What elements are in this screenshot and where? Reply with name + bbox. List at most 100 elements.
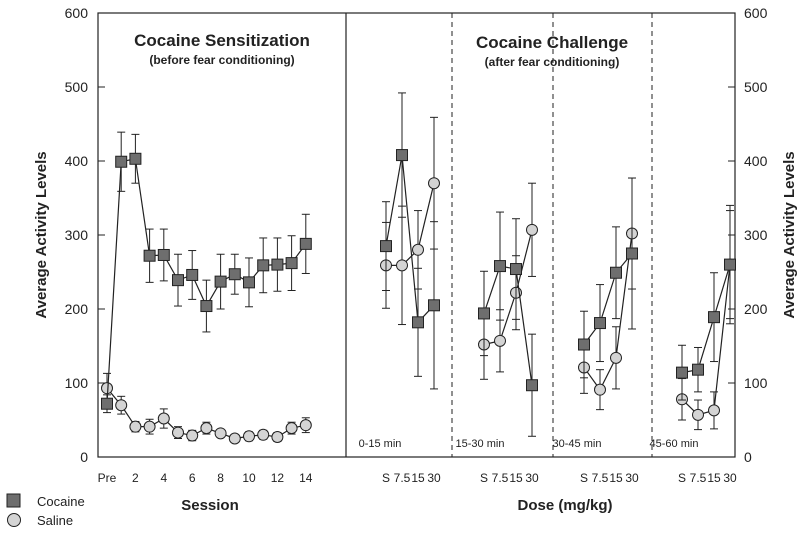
period-label: 0-15 min — [359, 438, 402, 450]
saline-period-2-series — [478, 182, 538, 380]
cocaine-period-2-point — [478, 307, 490, 320]
cocaine-period-3-series — [578, 177, 638, 379]
saline-sensitization-series — [101, 372, 312, 445]
dose-tick-label: 15 — [411, 471, 425, 485]
saline-sensitization-point — [271, 431, 284, 444]
saline-period-4-point — [692, 408, 704, 421]
saline-sensitization-point — [228, 432, 241, 445]
cocaine-sensitization-point — [299, 237, 312, 250]
cocaine-period-4-point — [724, 258, 736, 271]
cocaine-sensitization-point — [143, 249, 156, 262]
saline-period-3-point — [610, 351, 622, 364]
dose-tick-label: S — [678, 471, 686, 485]
cocaine-sensitization-point — [101, 397, 113, 410]
saline-period-2-point — [494, 334, 506, 347]
challenge-subtitle: (after fear conditioning) — [485, 55, 620, 69]
cocaine-period-1-point — [380, 240, 392, 253]
y-axis-title-left: Average Activity Levels — [33, 151, 50, 318]
left-y-axis: 0 100 200 300 400 500 600 — [65, 5, 105, 465]
cocaine-period-4-point — [692, 363, 704, 376]
saline-period-4-series — [676, 210, 736, 431]
session-tick-label: 14 — [299, 471, 313, 485]
cocaine-period-3-point — [626, 247, 638, 260]
saline-period-2-point — [526, 223, 538, 236]
cocaine-period-2-line — [483, 265, 533, 386]
saline-period-3-line — [583, 233, 633, 391]
saline-sensitization-point — [257, 428, 270, 441]
saline-period-1-point — [412, 243, 424, 256]
cocaine-sensitization-point — [200, 300, 213, 313]
saline-period-1-series — [380, 116, 440, 326]
left-y-tick-label: 400 — [65, 153, 89, 169]
dose-tick-label: S — [480, 471, 488, 485]
series-layer: 0-15 min 15-30 min 30-45 min 45-60 min — [101, 92, 736, 450]
legend: Cocaine Saline — [6, 493, 85, 528]
cocaine-period-3-point — [594, 317, 606, 330]
saline-period-4-point — [708, 404, 720, 417]
dose-tick-label: 15 — [509, 471, 523, 485]
saline-sensitization-point — [243, 430, 255, 443]
cocaine-period-4-point — [676, 366, 688, 379]
plot-frame — [97, 12, 736, 458]
saline-sensitization-point — [143, 420, 156, 433]
cocaine-period-3-point — [578, 338, 590, 351]
sensitization-subtitle: (before fear conditioning) — [149, 53, 294, 67]
left-y-tick-label: 100 — [65, 375, 89, 391]
cocaine-period-1-series — [380, 92, 440, 390]
legend-cocaine-label: Cocaine — [37, 494, 85, 509]
left-y-tick-label: 500 — [65, 79, 89, 95]
x-axis: Pre 2 4 6 8 10 12 14 S 7.5 15 30 S 7.5 15 30 S 7.5 15 30 S 7.… — [98, 471, 737, 485]
cocaine-period-2-point — [494, 260, 506, 273]
cocaine-period-1-line — [385, 154, 435, 324]
left-y-tick-label: 300 — [65, 227, 89, 243]
saline-sensitization-point — [101, 382, 113, 395]
left-y-tick-label: 200 — [65, 301, 89, 317]
dose-tick-label: 30 — [625, 471, 639, 485]
dose-tick-label: 7.5 — [690, 471, 707, 485]
saline-period-2-line — [483, 229, 533, 346]
cocaine-period-4-point — [708, 311, 720, 324]
session-tick-label: 10 — [242, 471, 256, 485]
period-label: 45-60 min — [650, 438, 699, 450]
dose-tick-label: 7.5 — [492, 471, 509, 485]
legend-saline-marker — [7, 513, 21, 527]
cocaine-period-1-point — [412, 316, 424, 329]
left-y-tick-label: 0 — [80, 449, 88, 465]
saline-sensitization-point — [157, 412, 170, 425]
session-tick-label: 8 — [217, 471, 224, 485]
cocaine-period-3-point — [610, 266, 622, 279]
cocaine-sensitization-point — [257, 259, 270, 272]
cocaine-period-2-point — [510, 263, 522, 276]
cocaine-sensitization-point — [157, 248, 170, 261]
cocaine-period-3-line — [583, 253, 633, 345]
cocaine-sensitization-point — [115, 155, 128, 168]
cocaine-sensitization-series — [101, 131, 312, 414]
dose-tick-label: S — [382, 471, 390, 485]
saline-period-4-line — [681, 264, 731, 416]
cocaine-sensitization-point — [243, 276, 255, 289]
session-tick-label: Pre — [98, 471, 117, 485]
dose-tick-label: 7.5 — [592, 471, 609, 485]
cocaine-period-2-series — [478, 211, 538, 437]
saline-sensitization-point — [186, 429, 199, 442]
left-y-tick-label: 600 — [65, 5, 89, 21]
saline-sensitization-point — [200, 422, 213, 435]
dose-tick-label: 15 — [707, 471, 721, 485]
right-y-tick-label: 0 — [744, 449, 752, 465]
cocaine-sensitization-point — [214, 275, 227, 288]
cocaine-period-2-point — [526, 379, 538, 392]
period-label: 30-45 min — [553, 438, 602, 450]
saline-sensitization-point — [172, 426, 184, 439]
cocaine-sensitization-point — [129, 152, 142, 165]
dose-tick-label: 7.5 — [394, 471, 411, 485]
dose-tick-label: 15 — [609, 471, 623, 485]
legend-cocaine-marker — [6, 493, 21, 508]
cocaine-sensitization-point — [271, 258, 284, 271]
saline-sensitization-point — [214, 427, 227, 440]
saline-period-1-point — [396, 259, 408, 272]
dose-axis-title: Dose (mg/kg) — [517, 497, 612, 514]
cocaine-sensitization-point — [228, 268, 241, 281]
right-y-tick-label: 500 — [744, 79, 768, 95]
session-tick-label: 2 — [132, 471, 139, 485]
